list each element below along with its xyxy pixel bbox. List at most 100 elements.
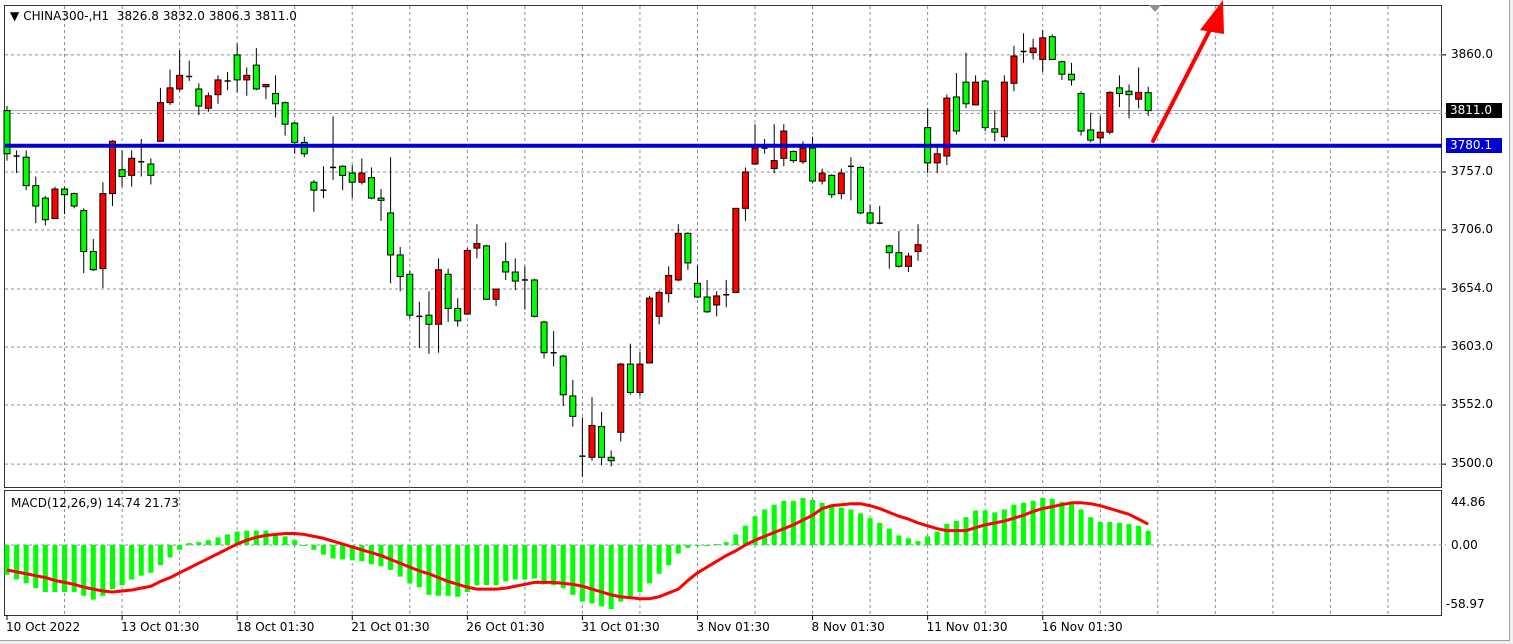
- macd-axis-label-max: 44.86: [1451, 495, 1486, 509]
- low-value: 3806.3: [208, 9, 251, 23]
- macd-histogram-bar: [877, 522, 883, 545]
- candle-bullish: [751, 147, 759, 165]
- macd-histogram-bar: [42, 544, 48, 592]
- candle-bullish: [166, 87, 174, 104]
- candle-bullish: [914, 244, 922, 253]
- macd-histogram-bar: [71, 544, 77, 592]
- candle-bearish: [233, 54, 241, 81]
- candle-bearish: [1067, 73, 1075, 81]
- candle-bullish: [99, 193, 107, 270]
- candle-bearish: [981, 80, 989, 129]
- macd-histogram-bar: [858, 513, 864, 545]
- candle-bullish: [1000, 81, 1008, 138]
- candle-bullish: [1106, 91, 1114, 133]
- macd-histogram-bar: [90, 544, 96, 600]
- macd-histogram-bar: [781, 500, 787, 545]
- macd-histogram-bar: [244, 530, 250, 545]
- macd-histogram-bar: [14, 544, 20, 580]
- macd-histogram-bar: [915, 541, 921, 545]
- candle-bearish: [1087, 129, 1095, 141]
- candle-bullish: [674, 232, 682, 281]
- candle-bearish: [444, 273, 452, 309]
- candle-bearish: [962, 81, 970, 105]
- macd-axis-label-zero: 0.00: [1451, 538, 1478, 552]
- candle-bullish: [655, 291, 663, 317]
- macd-histogram-bar: [685, 544, 691, 548]
- macd-histogram-bar: [1049, 498, 1055, 545]
- chart-shift-marker-icon: [1149, 5, 1161, 12]
- macd-histogram-bar: [522, 544, 528, 580]
- macd-histogram-bar: [292, 540, 298, 545]
- candle-bearish: [61, 188, 69, 196]
- price-axis-label: 3552.0: [1451, 397, 1493, 411]
- macd-main-value: 14.74: [106, 496, 141, 510]
- candle-bullish: [713, 295, 721, 306]
- candle-bullish: [492, 288, 500, 300]
- candle-bearish: [3, 110, 11, 155]
- macd-histogram-bar: [282, 536, 288, 545]
- macd-histogram-bar: [1136, 525, 1142, 545]
- candle-bearish: [559, 355, 567, 396]
- macd-histogram-bar: [388, 544, 394, 570]
- candle-bearish: [828, 174, 836, 196]
- candle-bearish: [348, 172, 356, 183]
- macd-histogram-bar: [733, 534, 739, 545]
- macd-signal-value: 21.73: [144, 496, 179, 510]
- macd-histogram-bar: [4, 544, 10, 575]
- macd-histogram-bar: [1001, 509, 1007, 545]
- candle-bearish: [502, 261, 510, 273]
- candle-bullish: [473, 243, 481, 249]
- macd-signal-line: [6, 501, 1149, 601]
- candle-bullish: [176, 74, 184, 90]
- macd-histogram-bar: [215, 537, 221, 545]
- macd-histogram-bar: [1011, 504, 1017, 545]
- candle-bearish: [118, 169, 126, 178]
- candle-bearish: [693, 282, 701, 298]
- macd-histogram-bar: [1059, 501, 1065, 545]
- macd-histogram-bar: [790, 500, 796, 545]
- macd-histogram-bar: [359, 544, 365, 562]
- macd-header: MACD(12,26,9) 14.74 21.73: [11, 496, 183, 510]
- candle-bearish: [1048, 36, 1056, 60]
- time-axis-label: 18 Oct 01:30: [236, 620, 315, 634]
- candle-bullish: [904, 255, 912, 267]
- macd-histogram-bar: [599, 544, 605, 607]
- candle-bearish: [377, 197, 385, 201]
- candle-bearish: [483, 245, 490, 300]
- time-axis-label: 16 Nov 01:30: [1041, 620, 1123, 634]
- macd-histogram-bar: [109, 544, 115, 590]
- macd-histogram-bar: [1040, 498, 1046, 545]
- macd-histogram-bar: [225, 534, 231, 545]
- macd-histogram-bar: [810, 499, 816, 545]
- time-axis-label: 31 Oct 01:30: [581, 620, 660, 634]
- candle-bearish: [598, 426, 606, 458]
- candle-bullish: [108, 140, 116, 195]
- macd-histogram-bar: [484, 544, 489, 586]
- macd-histogram-bar: [493, 544, 499, 586]
- macd-histogram-bar: [436, 544, 442, 596]
- candle-bearish: [857, 166, 865, 214]
- macd-histogram-bar: [397, 544, 403, 577]
- collapse-triangle-icon[interactable]: ▼: [10, 9, 20, 23]
- macd-histogram-bar: [349, 544, 355, 561]
- candle-bearish: [70, 193, 78, 207]
- macd-histogram-bar: [541, 544, 547, 585]
- macd-histogram-bar: [503, 544, 509, 582]
- macd-histogram-bar: [704, 544, 710, 546]
- macd-histogram-bar: [167, 544, 173, 558]
- macd-histogram-bar: [1078, 509, 1084, 545]
- macd-histogram-bar: [416, 544, 422, 588]
- macd-histogram-bar: [666, 544, 672, 566]
- candle-bullish: [51, 188, 59, 220]
- macd-histogram-bar: [1068, 501, 1074, 545]
- candle-bearish: [89, 251, 97, 271]
- open-value: 3826.8: [116, 9, 159, 23]
- candle-bearish: [281, 102, 289, 125]
- candle-bullish: [665, 274, 673, 295]
- red-arrow-line[interactable]: [1151, 20, 1216, 143]
- candle-bearish: [1058, 61, 1066, 75]
- candle-bearish: [310, 181, 318, 191]
- candle-bullish: [1010, 55, 1018, 84]
- macd-title: MACD(12,26,9): [11, 496, 103, 510]
- price-chart-area[interactable]: [4, 5, 1442, 488]
